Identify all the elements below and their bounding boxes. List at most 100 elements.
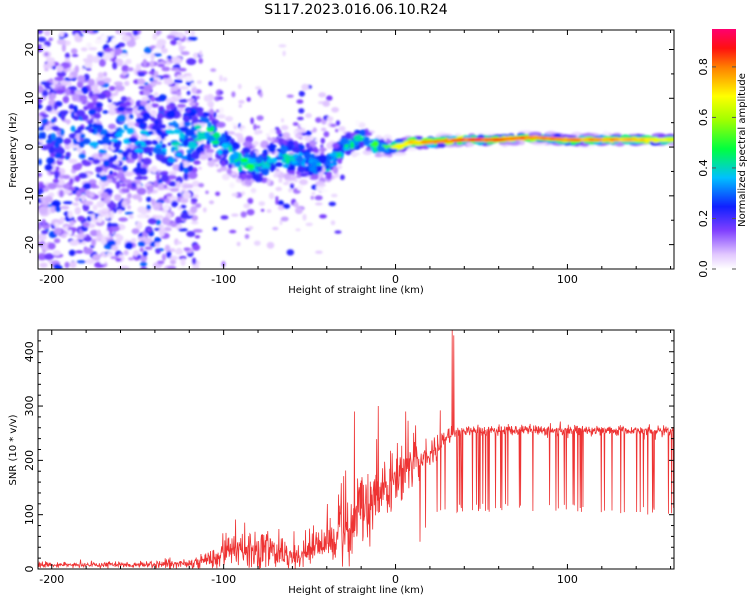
- spectrogram-ridge-blob: [86, 42, 92, 48]
- spectrogram-ridge-blob: [141, 176, 148, 180]
- snr-frame: [37, 329, 675, 570]
- spectrogram-noise-blob: [128, 214, 134, 219]
- spectrogram-ridge-blob: [171, 146, 175, 153]
- spectrogram-noise-blob: [135, 63, 141, 72]
- spectrogram-ridge-blob: [76, 109, 86, 117]
- spectrogram-ridge-blob: [73, 105, 78, 114]
- spectrogram-ridge-blob: [283, 173, 291, 180]
- spectrogram-ridge-blob: [180, 85, 189, 90]
- spectrogram-ridge-blob: [64, 57, 70, 63]
- spectrogram-ridge-blob: [298, 136, 303, 140]
- spectrogram-ridge-blob: [77, 75, 86, 83]
- spectrogram-noise-blob: [92, 204, 98, 211]
- snr-xtick-label: -100: [211, 573, 236, 586]
- spectrogram-noise-blob: [150, 103, 159, 108]
- spectrogram-noise-blob: [108, 86, 116, 91]
- spectrogram-noise-blob: [192, 194, 199, 199]
- spectrogram-noise-blob: [138, 153, 143, 160]
- spectrogram-ridge-blob: [485, 131, 496, 136]
- spectrogram-ridge-blob: [282, 132, 291, 139]
- spectrogram-ridge-blob: [117, 114, 127, 123]
- spectrogram-ridge-blob: [54, 152, 62, 159]
- spectrogram-ridge-blob: [231, 142, 241, 150]
- spectrogram-ridge-blob: [76, 80, 84, 88]
- spectrogram-noise-blob: [149, 77, 154, 82]
- spectrogram-noise-blob: [46, 157, 55, 165]
- spectrogram-ridge-blob: [79, 187, 86, 194]
- spectrogram-noise-blob: [121, 71, 128, 76]
- spectrogram-ridge-blob: [73, 129, 82, 134]
- spectrogram-ridge-blob: [323, 163, 332, 168]
- spectrogram-ridge-blob: [113, 166, 123, 170]
- spectrogram-ridge-blob: [186, 152, 192, 161]
- spectrogram-ridge-blob: [121, 201, 127, 208]
- spectrogram-noise-blob: [47, 242, 56, 250]
- spectrogram-noise-blob: [148, 71, 155, 75]
- colorbar: 0.0 0.2 0.4 0.6 0.8 Normalized spectral ampl…: [697, 29, 748, 278]
- spectrogram-ridge-blob: [265, 133, 271, 137]
- spectrogram-ridge-blob: [311, 174, 319, 178]
- spectrogram-ridge-blob: [246, 173, 253, 180]
- spectrogram-noise-blob: [272, 226, 279, 231]
- spectrogram-ridge-blob: [43, 63, 50, 69]
- spectrogram-ridge-blob: [242, 141, 253, 148]
- spectrogram-ridge-blob: [103, 159, 110, 168]
- spectrogram-noise-blob: [54, 205, 61, 212]
- spectrogram-noise-blob: [170, 221, 178, 228]
- spectrogram-xtick-label: 100: [557, 273, 578, 286]
- spectrogram-noise-blob: [76, 146, 82, 152]
- spectrogram-ridge-blob: [193, 160, 201, 165]
- spectrogram-ridge-blob: [38, 85, 44, 93]
- snr-ticks: -200 -100 0 100 0 100 200 300 400: [23, 329, 674, 586]
- spectrogram-noise-blob: [80, 47, 88, 52]
- spectrogram-noise-blob: [250, 117, 254, 125]
- spectrogram-ridge-blob: [233, 162, 239, 168]
- spectrogram-noise-blob: [141, 96, 150, 102]
- spectrogram-noise-blob: [243, 203, 251, 209]
- spectrogram-noise-blob: [207, 160, 216, 167]
- spectrogram-noise-blob: [295, 207, 303, 215]
- spectrogram-ridge-blob: [190, 82, 196, 88]
- spectrogram-ridge-blob: [41, 114, 49, 118]
- spectrogram-noise-blob: [92, 55, 100, 64]
- spectrogram-ridge-blob: [125, 58, 132, 65]
- spectrogram-ridge-blob: [135, 167, 144, 174]
- spectrogram-noise-blob: [100, 174, 108, 182]
- spectrogram-noise-blob: [101, 207, 110, 212]
- spectrogram-noise-blob: [210, 68, 217, 72]
- spectrogram-noise-blob: [338, 126, 346, 132]
- spectrogram-noise-blob: [256, 125, 261, 129]
- spectrogram-ridge-blob: [140, 130, 149, 134]
- spectrogram-noise-blob: [180, 51, 190, 56]
- spectrogram-ridge-blob: [103, 52, 113, 60]
- snr-ytick-label: 100: [23, 504, 36, 525]
- spectrogram-ridge-blob: [667, 142, 674, 146]
- spectrogram-ridge-blob: [313, 148, 319, 153]
- spectrogram-noise-blob: [119, 265, 130, 269]
- spectrogram-noise-blob: [208, 81, 213, 86]
- spectrogram-noise-blob: [220, 215, 229, 220]
- spectrogram-ridge-blob: [159, 33, 167, 40]
- spectrogram-ridge-blob: [325, 165, 330, 170]
- spectrogram-noise-blob: [157, 183, 167, 191]
- spectrogram-noise-blob: [75, 250, 84, 254]
- colorbar-tick-label: 0.2: [697, 210, 710, 228]
- spectrogram-noise-blob: [103, 71, 108, 77]
- snr-xtick-label: -200: [39, 573, 64, 586]
- spectrogram-noise-blob: [64, 52, 70, 59]
- spectrogram-ridge-blob: [226, 168, 233, 175]
- spectrogram-noise-blob: [39, 139, 44, 144]
- spectrogram-noise-blob: [225, 116, 234, 122]
- spectrogram-noise-blob: [237, 83, 242, 90]
- spectrogram-noise-blob: [103, 142, 108, 151]
- spectrogram-ridge-blob: [194, 124, 202, 130]
- spectrogram-ridge-blob: [161, 174, 169, 182]
- spectrogram-ridge-blob: [173, 128, 181, 134]
- spectrogram-noise-blob: [142, 58, 147, 67]
- spectrogram-ridge-blob: [310, 153, 316, 160]
- spectrogram-ridge-blob: [38, 97, 43, 104]
- spectrogram-noise-blob: [44, 30, 51, 37]
- spectrogram-noise-blob: [47, 204, 53, 208]
- spectrogram-noise-blob: [222, 77, 228, 82]
- spectrogram-noise-blob: [50, 205, 56, 214]
